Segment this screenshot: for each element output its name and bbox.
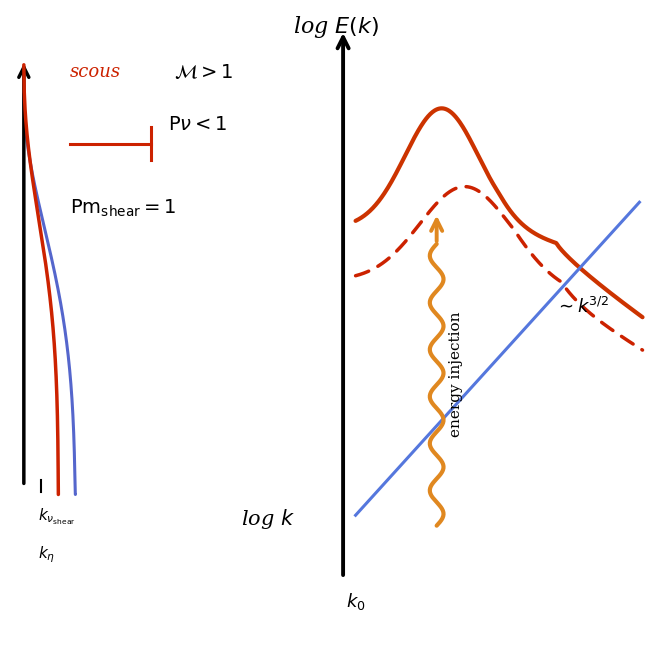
- Text: $\mathcal{M} > 1$: $\mathcal{M} > 1$: [174, 63, 233, 82]
- Text: $k_0$: $k_0$: [346, 591, 365, 612]
- Text: $\sim k^{3/2}$: $\sim k^{3/2}$: [555, 297, 610, 316]
- Text: energy injection: energy injection: [449, 312, 463, 437]
- Text: $k_\eta$: $k_\eta$: [38, 544, 56, 565]
- Text: log $k$: log $k$: [241, 507, 295, 531]
- Text: scous: scous: [70, 63, 121, 81]
- Text: $\mathrm{P}\nu < 1$: $\mathrm{P}\nu < 1$: [168, 116, 227, 134]
- Text: log $E(k)$: log $E(k)$: [293, 14, 379, 41]
- Text: $\mathrm{Pm}_{\mathrm{shear}} = 1$: $\mathrm{Pm}_{\mathrm{shear}} = 1$: [70, 197, 176, 219]
- Text: $k_{\nu_{\mathrm{shear}}}$: $k_{\nu_{\mathrm{shear}}}$: [38, 507, 76, 527]
